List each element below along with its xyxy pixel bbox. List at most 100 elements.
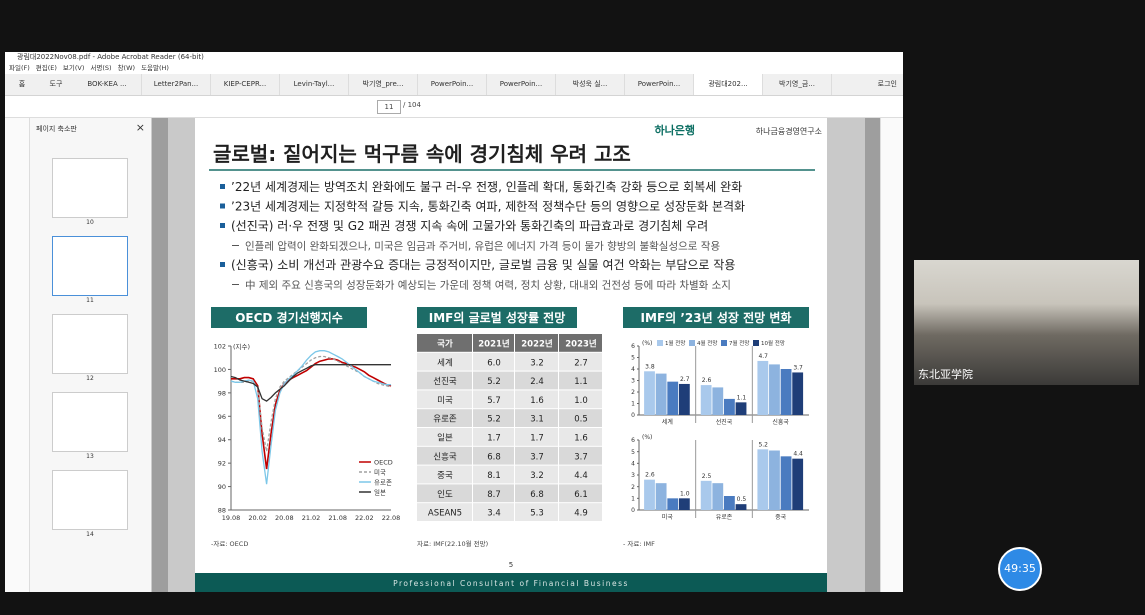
legend-label: 10월 전망 — [761, 339, 785, 347]
value-label: 5.2 — [758, 441, 768, 448]
y-tick-label: 3 — [631, 378, 635, 385]
close-button[interactable]: × — [135, 121, 145, 134]
value-label: 3.7 — [793, 364, 803, 371]
document-tab[interactable]: PowerPoin... — [487, 74, 556, 95]
y-tick-label: 1 — [631, 496, 635, 503]
line-series — [231, 358, 392, 470]
table-cell-text: 2.4 — [530, 377, 544, 387]
bar — [769, 450, 780, 510]
table-header: 2022년 — [521, 339, 553, 350]
document-tab[interactable]: Levin-Tayl... — [280, 74, 349, 95]
menu-item[interactable]: 창(W) — [117, 64, 136, 72]
bar — [757, 449, 769, 510]
page-number: 14 — [86, 531, 94, 538]
video-tile[interactable]: 东北亚学院 — [914, 260, 1139, 385]
footer-text: Professional Consultant of Financial Bus… — [393, 579, 629, 588]
nav-tab[interactable]: 홈 — [18, 80, 26, 88]
table-cell — [417, 503, 472, 521]
nav-tab[interactable]: 도구 — [49, 80, 63, 88]
table-cell-text: 1.6 — [574, 434, 588, 444]
document-tab[interactable]: PowerPoin... — [418, 74, 487, 95]
y-tick-label: 6 — [631, 437, 635, 444]
table-cell-text: 0.5 — [574, 415, 588, 425]
x-tick-label: 21.02 — [302, 514, 321, 522]
table-cell — [515, 465, 558, 484]
table-cell — [515, 446, 558, 465]
right-rail — [880, 118, 903, 592]
menu-item[interactable]: 편집(E) — [35, 64, 57, 72]
y-tick-label: 6 — [631, 343, 635, 350]
document-tab[interactable]: PowerPoin... — [625, 74, 694, 95]
page-number: 11 — [86, 297, 94, 304]
table-header: 2023년 — [565, 339, 597, 350]
legend-label: OECD — [374, 459, 393, 467]
document-tab[interactable]: 박성욱 실... — [556, 74, 625, 95]
table-cell — [559, 371, 602, 390]
y-axis-label: (%) — [642, 434, 652, 441]
menu-item[interactable]: 서명(S) — [90, 64, 112, 72]
login-button[interactable]: 로그인 — [877, 80, 897, 88]
table-cell — [417, 428, 472, 446]
page-number: 12 — [86, 375, 94, 382]
thumbnail-panel: 페이지 축소판 × 10 11 12 13 14 — [30, 118, 152, 592]
legend-label: 4월 전망 — [697, 339, 717, 347]
menu-item[interactable]: 파일(F) — [9, 64, 30, 72]
line-series — [230, 364, 391, 402]
page-input[interactable]: 11 — [377, 100, 401, 114]
menu-item[interactable]: 도움말(H) — [141, 64, 169, 72]
x-tick-label: 19.08 — [222, 514, 241, 522]
table-cell-text: 3.7 — [530, 452, 544, 462]
menu-item[interactable]: 보기(V) — [62, 64, 85, 72]
bar — [792, 458, 804, 510]
table-cell — [515, 484, 558, 503]
bar — [655, 373, 667, 415]
value-label: 2.6 — [645, 472, 655, 479]
y-tick-label: 98 — [218, 389, 226, 397]
page-thumbnail[interactable] — [52, 158, 128, 218]
page-thumbnail[interactable] — [52, 470, 128, 530]
value-label: 2.7 — [680, 376, 690, 383]
y-tick-label: 102 — [214, 343, 226, 351]
y-tick-label: 2 — [631, 389, 635, 396]
legend-label: 미국 — [374, 468, 386, 477]
page-thumbnail[interactable] — [52, 392, 128, 452]
y-tick-label: 92 — [218, 460, 226, 468]
document-tab[interactable]: Letter2Pan... — [142, 74, 211, 95]
table-cell — [559, 428, 602, 446]
x-tick-label: 21.08 — [328, 514, 347, 522]
bar — [712, 483, 724, 510]
value-label: 2.5 — [702, 473, 712, 480]
table-cell-text: 1.1 — [574, 377, 588, 387]
document-tab[interactable]: 박기영_금... — [763, 74, 832, 95]
x-tick-label: 신흥국 — [772, 418, 789, 426]
bullet-marker — [220, 203, 225, 209]
page-thumbnail[interactable] — [52, 236, 128, 296]
y-tick-label: 2 — [631, 484, 635, 491]
table-cell — [515, 503, 558, 521]
table-cell — [473, 484, 514, 503]
timer[interactable]: 49:35 — [998, 547, 1042, 591]
table-cell-text: 미국 — [437, 396, 453, 406]
x-tick-label: 유로존 — [716, 514, 733, 521]
value-label: 0.5 — [737, 496, 747, 503]
y-tick-label: 96 — [218, 413, 226, 421]
table-cell-text: 8.7 — [487, 490, 501, 500]
document-tab[interactable]: 광림대202... — [694, 74, 763, 95]
page-thumbnail[interactable] — [52, 314, 128, 374]
bar — [700, 480, 712, 510]
table-header-cell — [473, 334, 514, 352]
document-tab[interactable]: 박기영_pre... — [349, 74, 418, 95]
panel-title: 페이지 축소판 — [36, 125, 77, 133]
document-tab[interactable]: BOK-KEA ... — [73, 74, 142, 95]
panel-header — [211, 307, 367, 328]
legend-swatch — [753, 340, 759, 346]
panel-header — [417, 307, 577, 328]
table-cell-text: 3.7 — [574, 452, 588, 462]
value-label: 2.6 — [702, 377, 712, 384]
y-tick-label: 88 — [218, 507, 226, 515]
legend-label: 1월 전망 — [665, 339, 685, 347]
table-cell-text: 인도 — [437, 489, 453, 500]
toolbar: 11 / 104 — [5, 95, 903, 118]
document-tab[interactable]: KIEP-CEPR... — [211, 74, 280, 95]
